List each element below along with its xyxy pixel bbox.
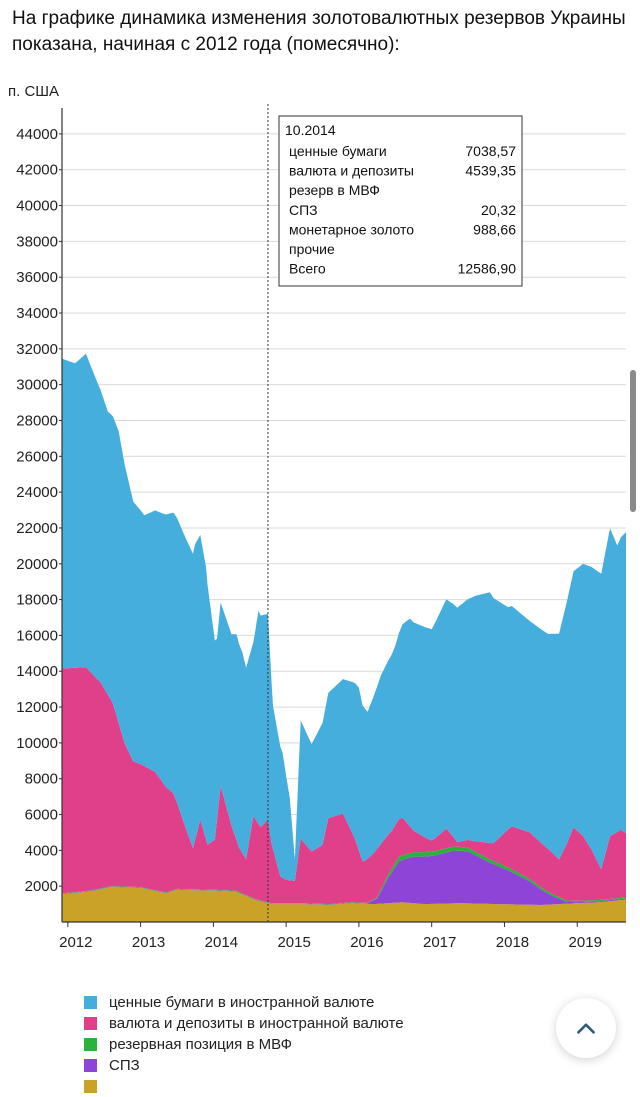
tooltip: 10.2014 ценные бумаги 7038,57 валюта и депо… <box>267 104 523 922</box>
x-tick-labels: 2012 2013 2014 2015 2016 2017 2018 2019 <box>59 934 602 951</box>
legend-swatch <box>84 996 97 1009</box>
tooltip-box <box>278 115 523 287</box>
tooltip-row-value: 12586,90 <box>458 261 517 277</box>
y-tick-label: 22000 <box>16 520 58 537</box>
x-tick-label: 2019 <box>569 934 602 951</box>
y-tick-label: 2000 <box>25 878 58 895</box>
legend-swatch <box>84 1059 97 1072</box>
x-tick-label: 2015 <box>277 934 310 951</box>
legend-item-currency-deposits[interactable]: валюта и депозиты в иностранной валюте <box>84 1013 404 1034</box>
y-tick-label: 24000 <box>16 484 58 501</box>
legend-item-other[interactable] <box>84 1076 404 1097</box>
legend-label: ценные бумаги в иностранной валюте <box>109 994 375 1011</box>
area-series-2 <box>62 850 626 905</box>
stacked-areas <box>62 353 626 922</box>
y-tick-label: 10000 <box>16 735 58 752</box>
y-tick-label: 16000 <box>16 627 58 644</box>
y-tick-label: 12000 <box>16 699 58 716</box>
reserves-area-chart: п. США 2000 4000 6000 8000 10000 12000 14000 16… <box>8 83 626 951</box>
tooltip-row-value: 988,66 <box>473 221 516 237</box>
y-tick-label: 38000 <box>16 233 58 250</box>
legend-label: валюта и депозиты в иностранной валюте <box>109 1015 404 1032</box>
tooltip-row-value: 7038,57 <box>465 143 516 159</box>
y-tick-label: 14000 <box>16 663 58 680</box>
legend-swatch <box>84 1080 97 1093</box>
legend: ценные бумаги в иностранной валюте валют… <box>84 992 404 1097</box>
tooltip-row-label: Всего <box>289 261 326 277</box>
x-tick-label: 2018 <box>496 934 529 951</box>
scroll-to-top-button[interactable] <box>556 998 616 1058</box>
legend-label: резервная позиция в МВФ <box>109 1036 292 1053</box>
y-axis-label: п. США <box>8 83 59 100</box>
tooltip-row-value: 4539,35 <box>465 163 516 179</box>
y-tick-label: 4000 <box>25 842 58 859</box>
legend-swatch <box>84 1038 97 1051</box>
legend-swatch <box>84 1017 97 1030</box>
y-tick-label: 42000 <box>16 162 58 179</box>
axes <box>59 108 626 927</box>
y-tick-label: 18000 <box>16 592 58 609</box>
x-tick-label: 2017 <box>423 934 456 951</box>
y-tick-label: 26000 <box>16 448 58 465</box>
tooltip-title: 10.2014 <box>285 122 336 138</box>
legend-item-imf-position[interactable]: резервная позиция в МВФ <box>84 1034 404 1055</box>
tooltip-row-label: прочие <box>289 241 335 257</box>
y-tick-label: 6000 <box>25 807 58 824</box>
page-heading: На графике динамика изменения золотовалю… <box>12 8 626 55</box>
area-series-5 <box>62 353 626 881</box>
y-tick-label: 20000 <box>16 556 58 573</box>
legend-item-sdr[interactable]: СПЗ <box>84 1055 404 1076</box>
tooltip-row-label: монетарное золото <box>289 221 414 237</box>
y-tick-labels: 2000 4000 6000 8000 10000 12000 14000 16000 1800… <box>16 126 58 895</box>
chevron-up-icon <box>577 1023 595 1034</box>
legend-label: СПЗ <box>109 1057 140 1074</box>
x-tick-label: 2016 <box>350 934 383 951</box>
y-tick-label: 8000 <box>25 771 58 788</box>
tooltip-row-value: 20,32 <box>481 202 516 218</box>
y-tick-label: 30000 <box>16 377 58 394</box>
y-tick-label: 32000 <box>16 341 58 358</box>
y-tick-label: 36000 <box>16 269 58 286</box>
x-tick-label: 2014 <box>205 934 238 951</box>
y-tick-label: 44000 <box>16 126 58 143</box>
tooltip-row-label: СПЗ <box>289 202 318 218</box>
area-series-4 <box>62 667 626 905</box>
page-scrollbar[interactable] <box>630 370 636 512</box>
x-tick-label: 2013 <box>132 934 165 951</box>
area-series-0 <box>62 887 626 922</box>
y-tick-label: 34000 <box>16 305 58 322</box>
legend-item-securities[interactable]: ценные бумаги в иностранной валюте <box>84 992 404 1013</box>
x-tick-label: 2012 <box>59 934 92 951</box>
tooltip-row-label: ценные бумаги <box>289 143 387 159</box>
y-tick-label: 28000 <box>16 412 58 429</box>
y-tick-label: 40000 <box>16 198 58 215</box>
tooltip-row-label: валюта и депозиты <box>289 163 414 179</box>
tooltip-row-label: резерв в МВФ <box>289 182 380 198</box>
